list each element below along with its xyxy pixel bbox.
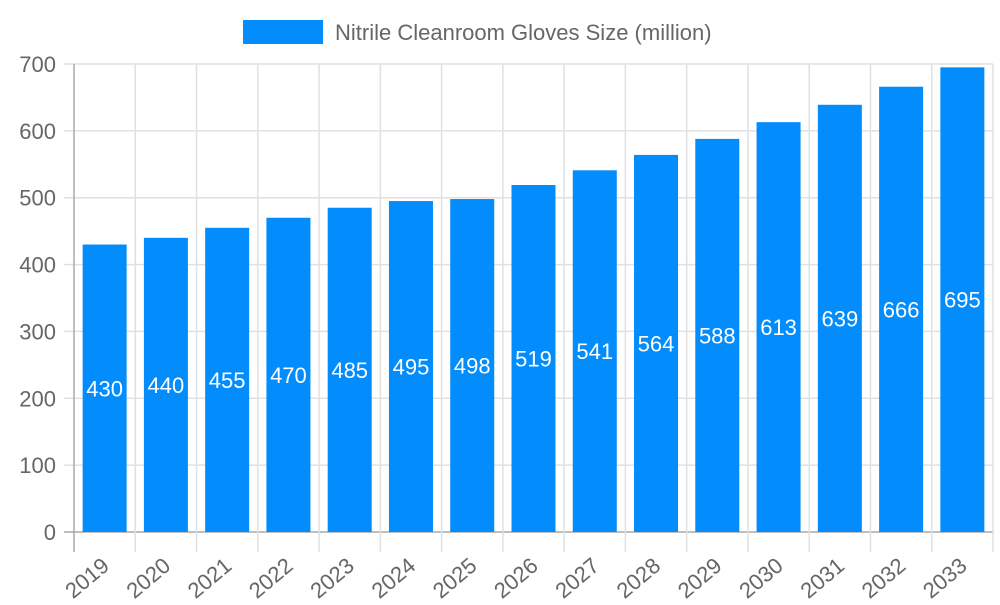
bar — [82, 244, 127, 532]
data-label: 564 — [638, 331, 675, 356]
x-tick-label: 2019 — [60, 553, 114, 600]
data-label: 613 — [760, 315, 797, 340]
data-label: 666 — [883, 297, 920, 322]
legend-swatch — [243, 20, 323, 44]
data-label: 588 — [699, 323, 736, 348]
x-tick-label: 2032 — [857, 553, 911, 600]
bar — [695, 138, 740, 532]
bar — [572, 170, 617, 532]
data-label: 541 — [576, 339, 613, 364]
bar — [205, 227, 250, 533]
data-label: 485 — [331, 358, 368, 383]
bar — [327, 207, 372, 532]
x-tick-label: 2020 — [122, 553, 176, 600]
y-tick-label: 700 — [19, 52, 56, 77]
bar — [266, 217, 311, 532]
y-tick-label: 100 — [19, 453, 56, 478]
y-tick-label: 0 — [44, 520, 56, 545]
x-tick-label: 2022 — [244, 553, 298, 600]
bar — [634, 154, 679, 532]
x-tick-label: 2021 — [183, 553, 237, 600]
x-tick-label: 2031 — [795, 553, 849, 600]
data-label: 639 — [821, 306, 858, 331]
x-tick-label: 2029 — [673, 553, 727, 600]
y-tick-label: 500 — [19, 186, 56, 211]
bar — [940, 67, 985, 532]
data-label: 495 — [393, 355, 430, 380]
bar — [756, 122, 801, 532]
legend[interactable]: Nitrile Cleanroom Gloves Size (million) — [243, 20, 712, 45]
data-label: 430 — [86, 376, 123, 401]
bar — [879, 86, 924, 532]
data-label: 470 — [270, 363, 307, 388]
data-label: 519 — [515, 347, 552, 372]
y-tick-label: 600 — [19, 119, 56, 144]
x-tick-label: 2033 — [918, 553, 972, 600]
bar — [817, 104, 862, 532]
bar — [450, 199, 495, 532]
data-label: 695 — [944, 288, 981, 313]
x-tick-label: 2025 — [428, 553, 482, 600]
data-label: 440 — [148, 373, 185, 398]
bar — [388, 201, 433, 533]
y-tick-label: 400 — [19, 253, 56, 278]
x-tick-label: 2024 — [367, 553, 421, 600]
x-tick-label: 2027 — [550, 553, 604, 600]
data-label: 498 — [454, 354, 491, 379]
data-label: 455 — [209, 368, 246, 393]
bar — [511, 185, 556, 533]
y-tick-label: 200 — [19, 386, 56, 411]
x-tick-label: 2028 — [612, 553, 666, 600]
x-tick-label: 2026 — [489, 553, 543, 600]
x-tick-label: 2023 — [305, 553, 359, 600]
bar — [143, 237, 188, 533]
y-tick-label: 300 — [19, 319, 56, 344]
legend-label: Nitrile Cleanroom Gloves Size (million) — [335, 20, 712, 45]
x-tick-label: 2030 — [734, 553, 788, 600]
